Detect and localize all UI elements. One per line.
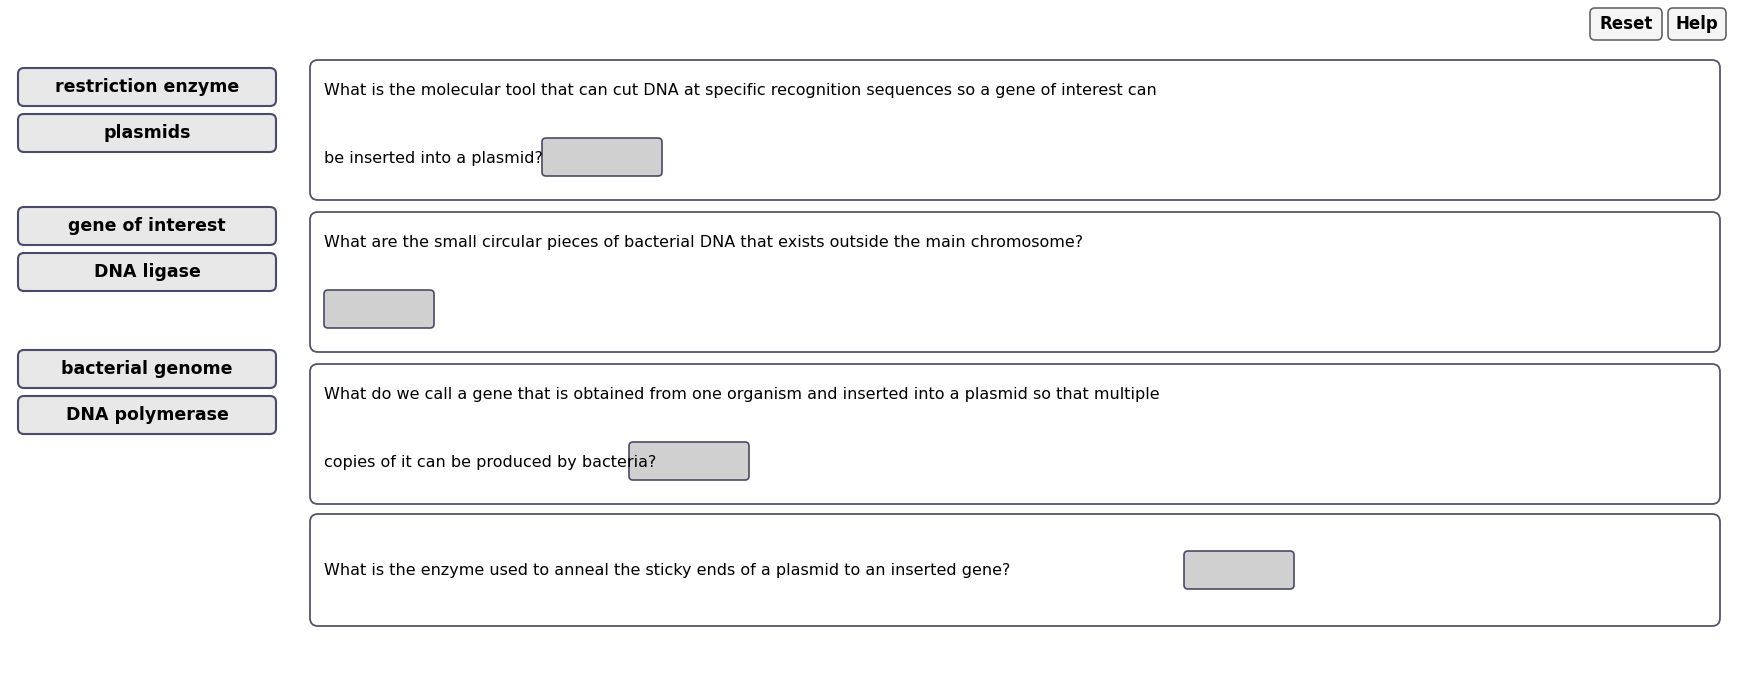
FancyBboxPatch shape (309, 514, 1721, 626)
Text: gene of interest: gene of interest (68, 217, 226, 235)
Text: be inserted into a plasmid?: be inserted into a plasmid? (323, 151, 542, 165)
FancyBboxPatch shape (17, 253, 276, 291)
FancyBboxPatch shape (1590, 8, 1662, 40)
Text: What do we call a gene that is obtained from one organism and inserted into a pl: What do we call a gene that is obtained … (323, 387, 1159, 402)
Text: What are the small circular pieces of bacterial DNA that exists outside the main: What are the small circular pieces of ba… (323, 235, 1083, 250)
FancyBboxPatch shape (17, 396, 276, 434)
FancyBboxPatch shape (17, 68, 276, 106)
FancyBboxPatch shape (323, 290, 434, 328)
FancyBboxPatch shape (17, 207, 276, 245)
Text: plasmids: plasmids (103, 124, 191, 142)
FancyBboxPatch shape (309, 212, 1721, 352)
Text: DNA ligase: DNA ligase (94, 263, 200, 281)
FancyBboxPatch shape (17, 350, 276, 388)
Text: What is the enzyme used to anneal the sticky ends of a plasmid to an inserted ge: What is the enzyme used to anneal the st… (323, 563, 1010, 577)
FancyBboxPatch shape (309, 364, 1721, 504)
Text: DNA polymerase: DNA polymerase (66, 406, 228, 424)
FancyBboxPatch shape (1184, 551, 1295, 589)
Text: restriction enzyme: restriction enzyme (56, 78, 240, 96)
Text: Help: Help (1675, 15, 1719, 33)
FancyBboxPatch shape (309, 60, 1721, 200)
Text: What is the molecular tool that can cut DNA at specific recognition sequences so: What is the molecular tool that can cut … (323, 83, 1158, 97)
FancyBboxPatch shape (629, 442, 749, 480)
Text: copies of it can be produced by bacteria?: copies of it can be produced by bacteria… (323, 455, 657, 470)
Text: bacterial genome: bacterial genome (61, 360, 233, 378)
FancyBboxPatch shape (542, 138, 662, 176)
Text: Reset: Reset (1599, 15, 1653, 33)
FancyBboxPatch shape (1668, 8, 1726, 40)
FancyBboxPatch shape (17, 114, 276, 152)
